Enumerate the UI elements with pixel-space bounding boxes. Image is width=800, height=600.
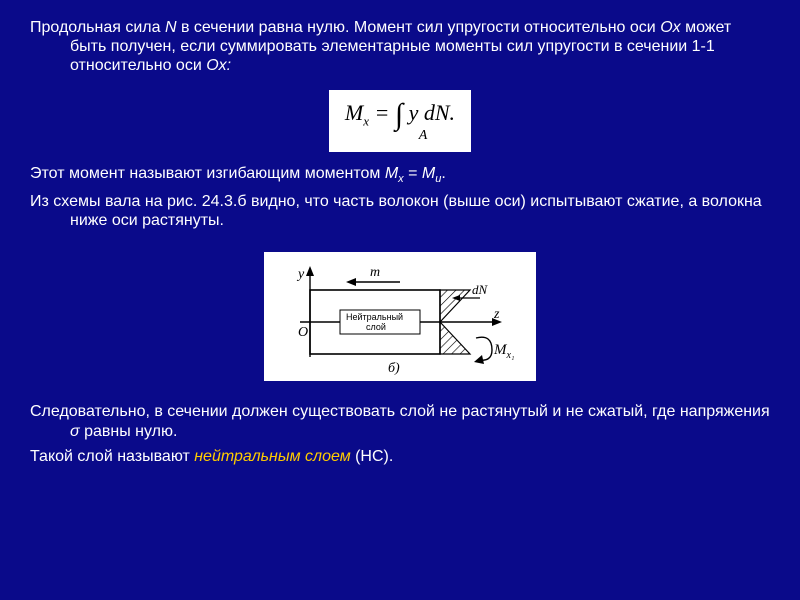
origin-label: O — [298, 325, 308, 340]
p4-line2b: равны нулю. — [80, 423, 178, 440]
Mx-label: Mx₁ — [493, 342, 514, 361]
p4-line1: Следовательно, в сечении должен существо… — [30, 403, 457, 420]
formula-eq: = — [369, 100, 395, 125]
p2-Mx: M — [385, 165, 398, 182]
paragraph-5: Такой слой называют нейтральным слоем (Н… — [30, 447, 770, 466]
p1-var-N: N — [165, 19, 177, 36]
z-axis-label: z — [493, 307, 500, 322]
paragraph-2: Этот момент называют изгибающим моментом… — [30, 164, 770, 186]
p1-line4a: относительно оси — [70, 57, 206, 74]
p2-Mu: M — [422, 165, 435, 182]
p2-text-a: Этот момент называют изгибающим моментом — [30, 165, 385, 182]
p1-var-Ox2: Ox: — [206, 57, 231, 74]
p1-line3: элементарные моменты сил упругости в сеч… — [321, 38, 714, 55]
neutral-label-1: Нейтральный — [346, 312, 403, 322]
paragraph-3: Из схемы вала на рис. 24.3.б видно, что … — [30, 192, 770, 230]
diagram-container: y z O m Нейтральный слой dN — [30, 246, 770, 392]
formula-box: Mx = ∫ y dN. A — [329, 90, 471, 152]
p1-text-a: Продольная сила — [30, 19, 165, 36]
p1-text-b: в сечении равна нулю. Момент сил упругос… — [177, 19, 520, 36]
p2-dot: . — [441, 165, 445, 182]
p3-line1: Из схемы вала на рис. 24.3.б видно, что … — [30, 193, 526, 210]
m-label: m — [370, 265, 380, 280]
p4-line2a: растянутый и не сжатый, где напряжения — [462, 403, 770, 420]
neutral-layer-term: нейтральным слоем — [194, 448, 350, 465]
y-axis-label: y — [296, 267, 305, 282]
p1-var-Ox: Ox — [660, 19, 680, 36]
p1-line2a: относительно оси — [524, 19, 660, 36]
dN-label: dN — [472, 282, 489, 297]
p5-text-b: (НС). — [351, 448, 394, 465]
p4-sigma: σ — [70, 423, 80, 440]
p5-text-a: Такой слой называют — [30, 448, 194, 465]
diagram-box: y z O m Нейтральный слой dN — [264, 252, 536, 381]
formula-lhs: M — [345, 100, 363, 125]
neutral-label-2: слой — [366, 322, 386, 332]
p2-eq: = — [404, 165, 422, 182]
paragraph-1: Продольная сила N в сечении равна нулю. … — [30, 18, 770, 76]
formula-rhs: y dN. — [403, 100, 455, 125]
beam-diagram: y z O m Нейтральный слой dN — [280, 262, 520, 377]
integral-symbol: ∫ — [395, 98, 403, 131]
paragraph-4: Следовательно, в сечении должен существо… — [30, 402, 770, 440]
diagram-caption: б) — [388, 361, 400, 376]
formula-container: Mx = ∫ y dN. A — [30, 82, 770, 160]
